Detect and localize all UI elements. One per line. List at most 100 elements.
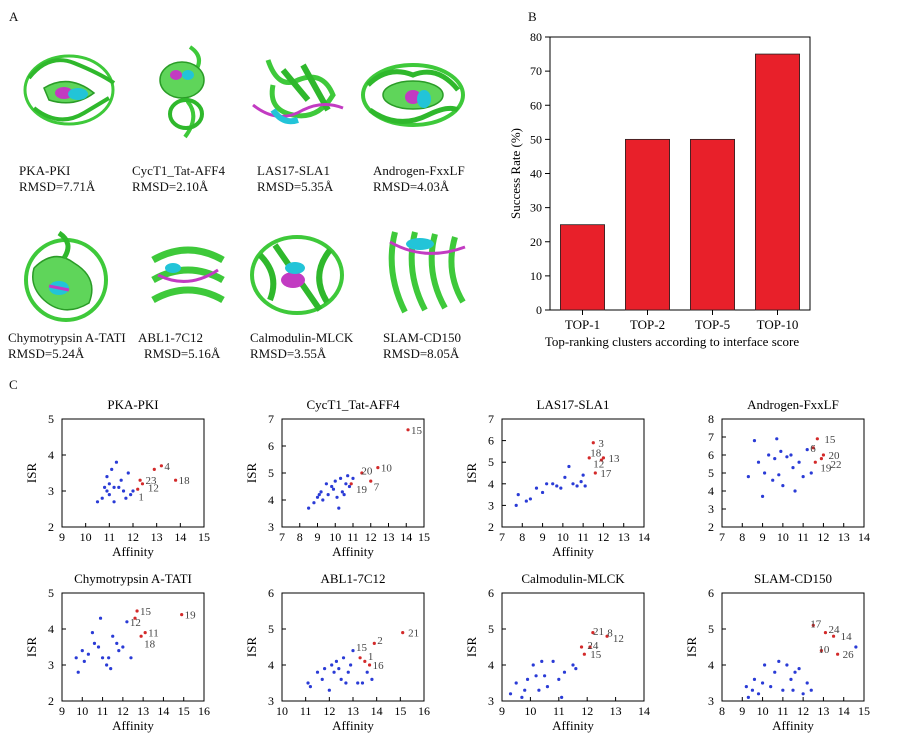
y-tick-label: 2	[488, 520, 494, 534]
blue-data-point	[346, 670, 350, 674]
structure-rmsd: RMSD=5.35Å	[257, 179, 334, 194]
structure-rmsd: RMSD=3.55Å	[250, 346, 327, 361]
x-tick-label: 10	[524, 704, 536, 718]
red-data-point	[136, 487, 140, 491]
plot-frame	[721, 592, 865, 702]
blue-data-point	[575, 484, 579, 488]
red-data-point	[360, 471, 364, 475]
blue-data-point	[769, 685, 773, 689]
blue-data-point	[785, 663, 789, 667]
blue-data-point	[524, 499, 528, 503]
blue-data-point	[750, 688, 755, 692]
structure-caption-chymotrypsin-a-tati: Chymotrypsin A-TATI RMSD=5.24Å	[8, 330, 126, 362]
blue-data-point	[781, 484, 785, 488]
point-annotation: 18	[144, 638, 156, 650]
blue-data-point	[107, 482, 111, 486]
red-data-point	[180, 613, 184, 617]
structure-rmsd: RMSD=4.03Å	[373, 179, 450, 194]
blue-data-point	[744, 685, 748, 689]
blue-data-point	[117, 485, 121, 489]
blue-data-point	[111, 634, 115, 638]
y-tick-label: 7	[708, 430, 714, 444]
x-axis-label: Affinity	[772, 718, 814, 733]
structure-image-calmodulin-mlck	[250, 235, 344, 315]
x-tick-label: 14	[157, 704, 169, 718]
blue-data-point	[334, 659, 339, 663]
blue-data-point	[537, 688, 541, 692]
blue-data-point	[331, 487, 336, 491]
structure-rmsd: RMSD=2.10Å	[132, 179, 209, 194]
x-tick-label: TOP-5	[695, 317, 730, 332]
red-data-point	[406, 428, 410, 432]
blue-data-point	[315, 495, 320, 499]
red-data-point	[138, 478, 142, 482]
point-annotation: 16	[373, 660, 385, 672]
x-tick-label: 10	[777, 530, 789, 544]
y-tick-label: 3	[268, 694, 274, 708]
blue-data-point	[324, 482, 328, 486]
blue-data-point	[100, 496, 104, 500]
y-tick-label: 6	[268, 586, 274, 600]
point-annotation: 21	[408, 628, 419, 640]
blue-data-point	[775, 437, 779, 441]
structure-image-chymotrypsin-a-tati	[24, 230, 108, 322]
blue-data-point	[86, 652, 90, 656]
x-tick-label: 8	[297, 530, 303, 544]
y-tick-label: 5	[268, 622, 274, 636]
blue-data-point	[323, 667, 327, 671]
blue-data-point	[90, 631, 95, 635]
blue-data-point	[771, 478, 775, 482]
plot-title: Calmodulin-MLCK	[521, 571, 625, 586]
x-tick-label: 9	[59, 530, 65, 544]
blue-data-point	[337, 667, 341, 671]
blue-data-point	[105, 663, 109, 667]
plot-title: Chymotrypsin A-TATI	[74, 571, 192, 586]
blue-data-point	[129, 656, 133, 660]
blue-data-point	[791, 466, 795, 470]
blue-data-point	[110, 467, 114, 471]
x-tick-label: 15	[418, 530, 430, 544]
x-tick-label: 13	[618, 530, 630, 544]
blue-data-point	[760, 681, 765, 685]
red-data-point	[819, 457, 823, 461]
blue-data-point	[805, 448, 809, 452]
blue-data-point	[777, 659, 781, 663]
blue-data-point	[746, 695, 750, 699]
y-axis-label: ISR	[244, 637, 259, 658]
y-tick-label: 6	[488, 586, 494, 600]
red-data-point	[593, 471, 597, 475]
structure-image-androgen-fxxlf	[361, 63, 465, 127]
y-tick-label: 10	[530, 269, 542, 283]
bar-top-1	[560, 224, 606, 311]
y-tick-label: 4	[488, 658, 494, 672]
x-tick-label: 11	[577, 530, 589, 544]
blue-data-point	[540, 659, 544, 663]
y-tick-label: 50	[530, 132, 542, 146]
blue-data-point	[92, 641, 97, 645]
blue-data-point	[801, 692, 805, 696]
point-annotation: 12	[148, 482, 159, 494]
bar-top-10	[754, 53, 800, 311]
y-tick-label: 4	[708, 484, 714, 498]
y-tick-label: 2	[708, 520, 714, 534]
structure-rmsd: RMSD=5.16Å	[144, 346, 221, 361]
x-tick-label: 13	[817, 704, 829, 718]
red-data-point	[140, 482, 145, 486]
blue-data-point	[760, 494, 765, 498]
blue-data-point	[514, 681, 518, 685]
y-tick-label: 3	[48, 658, 54, 672]
blue-data-point	[540, 490, 545, 495]
red-data-point	[358, 656, 362, 660]
blue-data-point	[854, 645, 858, 649]
blue-data-point	[312, 501, 316, 505]
structure-name: Androgen-FxxLF	[373, 163, 465, 178]
plot-frame	[501, 418, 645, 528]
red-data-point	[401, 631, 405, 635]
red-data-point	[813, 460, 817, 464]
blue-data-point	[534, 674, 538, 678]
point-annotation: 12	[593, 458, 604, 470]
point-annotation: 20	[828, 450, 840, 462]
y-tick-label: 3	[268, 520, 274, 534]
red-data-point	[591, 441, 595, 445]
red-data-point	[819, 649, 823, 653]
